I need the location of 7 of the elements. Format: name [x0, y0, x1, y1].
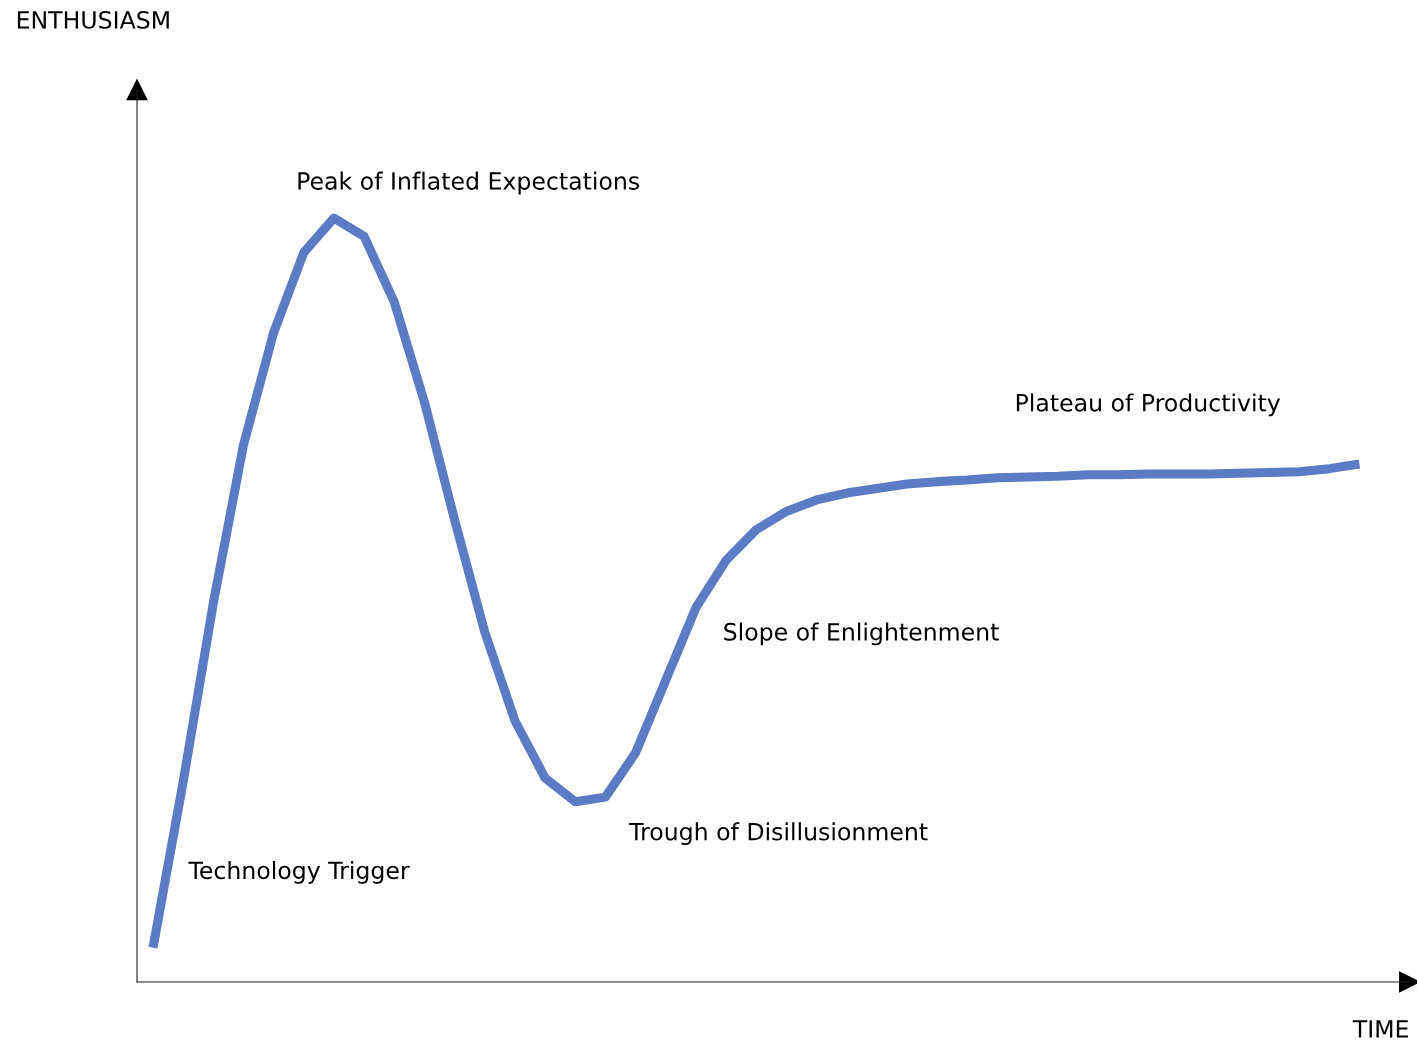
x-axis-title: TIME — [1352, 1020, 1408, 1038]
annotation: Technology Trigger — [188, 860, 410, 884]
annotation: Plateau of Productivity — [1016, 393, 1281, 417]
annotation: Slope of Enlightenment — [724, 622, 999, 646]
text: Peak of Inflated Expectations — [298, 171, 640, 195]
text: ENTHUSIASM — [17, 10, 169, 29]
annotation: Trough of Disillusionment — [629, 822, 928, 846]
